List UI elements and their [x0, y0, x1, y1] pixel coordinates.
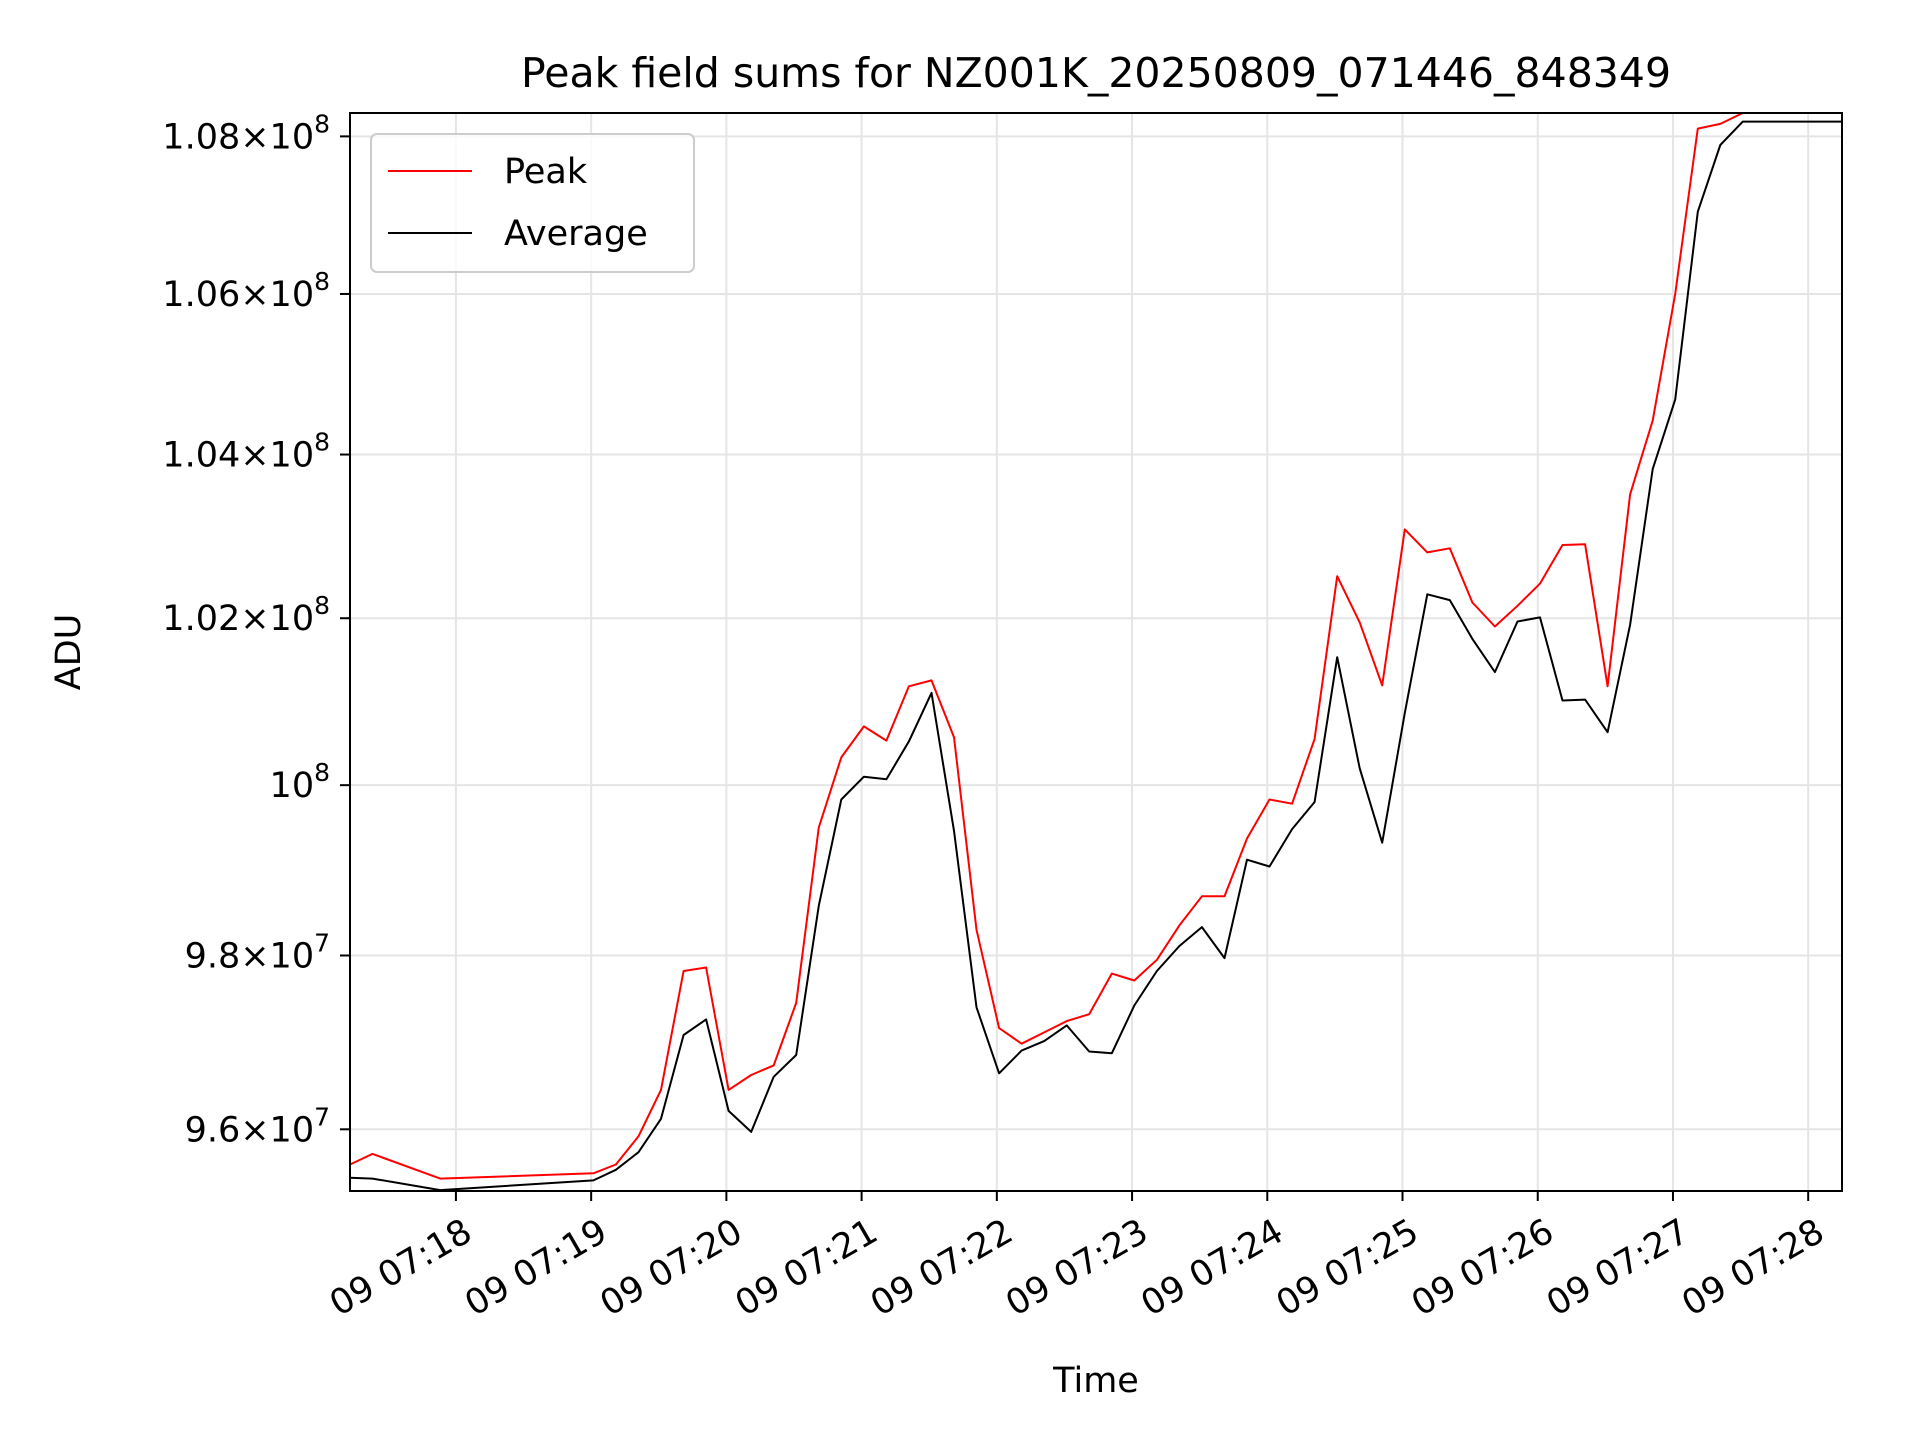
- legend: Peak Average: [370, 133, 695, 273]
- chart-title: Peak field sums for NZ001K_20250809_0714…: [521, 49, 1671, 97]
- legend-box: [370, 133, 695, 273]
- plot-series: [349, 112, 1842, 1192]
- y-tick-label: 1.02×108: [162, 591, 330, 639]
- plot-frame: [349, 112, 1843, 1192]
- x-tick-label: 09 07:23: [999, 1212, 1155, 1325]
- y-tick-label: 1.08×108: [162, 109, 330, 157]
- x-tick-label: 09 07:22: [864, 1212, 1020, 1325]
- legend-label-peak: Peak: [504, 152, 588, 192]
- y-tick-label: 1.06×108: [162, 267, 330, 315]
- x-tick-label: 09 07:19: [458, 1212, 614, 1325]
- x-tick-label: 09 07:18: [323, 1212, 479, 1325]
- y-tick-label: 9.6×107: [185, 1102, 330, 1150]
- x-tick-label: 09 07:27: [1540, 1212, 1696, 1325]
- x-tick-label: 09 07:24: [1135, 1212, 1291, 1325]
- x-tick-label: 09 07:21: [729, 1212, 885, 1325]
- y-axis-ticks: 9.6×107 9.8×107 108 1.02×108 1.04×108 1.06×10…: [162, 109, 350, 1150]
- x-axis-label: Time: [1052, 1361, 1139, 1401]
- y-tick-label: 1.04×108: [162, 428, 330, 476]
- y-axis-label: ADU: [49, 614, 89, 691]
- x-tick-label: 09 07:25: [1270, 1212, 1426, 1325]
- x-tick-label: 09 07:20: [594, 1212, 750, 1325]
- y-tick-label: 9.8×107: [185, 928, 330, 976]
- series-line-average: [349, 120, 1842, 1192]
- grid: [350, 113, 1842, 1191]
- x-tick-label: 09 07:28: [1676, 1212, 1832, 1325]
- series-line-peak: [349, 112, 1842, 1180]
- y-tick-label: 108: [270, 758, 330, 806]
- legend-label-average: Average: [504, 214, 648, 254]
- x-tick-label: 09 07:26: [1405, 1212, 1561, 1325]
